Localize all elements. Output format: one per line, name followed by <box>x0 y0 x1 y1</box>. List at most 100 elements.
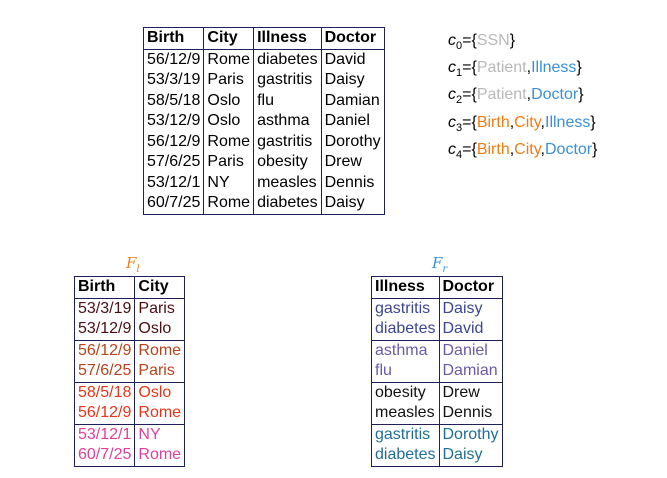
fragment-right-label: Fr <box>432 254 448 275</box>
table-row: 60/7/25 Rome <box>74 445 185 466</box>
table-row: diabetes David <box>371 319 503 340</box>
fragment-left-table: Birth City 53/3/19 Paris 53/12/9 Oslo 56/12/9… <box>74 276 186 467</box>
table-row: 60/7/25 Rome diabetes Daisy <box>143 193 385 214</box>
constraint-attribute: Illness <box>531 59 577 77</box>
table-cell: Rome <box>138 404 182 421</box>
table-cell: Drew <box>324 153 362 170</box>
table-cell: Daisy <box>442 446 483 463</box>
table-cell: Oslo <box>203 111 255 132</box>
table-row: measles Dennis <box>371 403 503 424</box>
table-cell: asthma <box>371 339 440 361</box>
table-row: obesity Drew <box>371 381 503 403</box>
table-cell: Paris <box>138 299 175 317</box>
constraints-list: c0={SSN} c1={Patient,Illness} c2={Patient,… <box>448 30 597 166</box>
constraint: c4={Birth,City,Doctor} <box>448 140 598 161</box>
table-cell: 57/6/25 <box>74 361 136 382</box>
table-cell: Damian <box>324 91 380 109</box>
table-cell: Dennis <box>442 404 493 421</box>
constraint-name: c4 <box>448 140 463 161</box>
table-cell: 56/12/9 <box>143 49 205 70</box>
table-cell: Damian <box>442 362 498 379</box>
column-header: Illness <box>371 276 440 299</box>
table-cell: 56/12/9 <box>143 131 205 152</box>
constraint-attribute: Illness <box>545 113 591 131</box>
table-cell: 60/7/25 <box>143 193 205 214</box>
constraint: c1={Patient,Illness} <box>448 59 582 80</box>
column-header: Illness <box>253 27 322 50</box>
table-cell: 58/5/18 <box>74 381 136 403</box>
table-cell: David <box>442 320 484 337</box>
table-cell: asthma <box>253 111 322 132</box>
constraint-letter: c <box>448 59 456 77</box>
table-cell: gastritis <box>371 423 440 445</box>
table-row: gastritis Daisy <box>371 298 503 319</box>
table-cell: Rome <box>134 339 185 361</box>
constraint-index: 4 <box>456 148 463 161</box>
table-cell: David <box>324 50 366 68</box>
constraint-index: 3 <box>456 121 463 134</box>
table-cell: 53/3/19 <box>143 70 205 91</box>
table-cell: flu <box>253 90 322 111</box>
relation-table: Birth City Illness Doctor 56/12/9 Rome diabet… <box>143 27 385 215</box>
table-row: diabetes Daisy <box>371 445 503 466</box>
table-row: 57/6/25 Paris obesity Drew <box>143 152 385 173</box>
table-cell: obesity <box>371 381 440 403</box>
constraint-attribute: Doctor <box>545 140 593 158</box>
fragment-right-table: Illness Doctor gastritis Daisy diabetes Davi… <box>371 276 503 467</box>
column-header: City <box>134 276 185 299</box>
table-cell: 53/3/19 <box>74 298 136 319</box>
constraint-attribute: Patient <box>476 59 527 77</box>
table-cell: Oslo <box>138 320 172 337</box>
table-row: asthma Daniel <box>371 339 503 361</box>
constraint-index: 2 <box>456 94 463 107</box>
table-cell: measles <box>371 403 440 424</box>
table-cell: Rome <box>138 446 182 463</box>
column-header: Birth <box>74 276 136 299</box>
table-cell: 53/12/9 <box>143 111 205 132</box>
table-cell: gastritis <box>253 70 322 91</box>
column-header: Doctor <box>439 276 503 299</box>
table-cell: diabetes <box>371 445 440 466</box>
table-cell: Daisy <box>324 194 365 211</box>
table-cell: Drew <box>439 381 503 403</box>
constraint-name: c3 <box>448 113 463 134</box>
table-cell: 56/12/9 <box>74 339 136 361</box>
table-cell: NY <box>134 423 185 445</box>
table-row: 53/12/9 Oslo <box>74 319 185 340</box>
table-cell: diabetes <box>371 319 440 340</box>
table-cell: Daniel <box>439 339 503 361</box>
table-row: 58/5/18 Oslo flu Damian <box>143 90 385 111</box>
table-cell: 53/12/9 <box>74 319 136 340</box>
table-cell: Daisy <box>324 71 365 88</box>
table-cell: gastritis <box>253 131 322 152</box>
table-row: 56/12/9 Rome <box>74 339 185 361</box>
constraint-attribute: Patient <box>476 86 527 104</box>
table-cell: flu <box>371 361 440 382</box>
table-row: 53/12/9 Oslo asthma Daniel <box>143 111 385 132</box>
table-cell: Oslo <box>203 90 255 111</box>
table-cell: Dennis <box>324 173 375 191</box>
table-cell: 56/12/9 <box>74 403 136 424</box>
table-cell: 58/5/18 <box>143 90 205 111</box>
table-cell: Oslo <box>134 381 185 403</box>
table-cell: 60/7/25 <box>74 445 136 466</box>
table-cell: measles <box>253 172 322 193</box>
constraint-letter: c <box>448 32 456 49</box>
table-cell: Rome <box>203 49 255 70</box>
constraint-index: 0 <box>456 40 463 53</box>
table-cell: 53/12/1 <box>74 423 136 445</box>
constraint-attribute: SSN <box>476 32 510 49</box>
table-row: 53/12/1 NY <box>74 423 185 445</box>
table-cell: diabetes <box>253 49 322 70</box>
column-header: Doctor <box>321 27 385 50</box>
constraint-name: c2 <box>448 86 462 106</box>
constraint-letter: c <box>448 140 456 158</box>
table-cell: diabetes <box>253 193 322 214</box>
table-row: 57/6/25 Paris <box>74 361 185 382</box>
constraint-index: 1 <box>456 67 463 80</box>
table-cell: Rome <box>203 131 255 152</box>
constraint-attribute: Birth <box>476 140 510 158</box>
constraint-letter: c <box>448 86 456 104</box>
constraint-letter: c <box>448 113 456 131</box>
table-cell: Paris <box>203 152 255 173</box>
